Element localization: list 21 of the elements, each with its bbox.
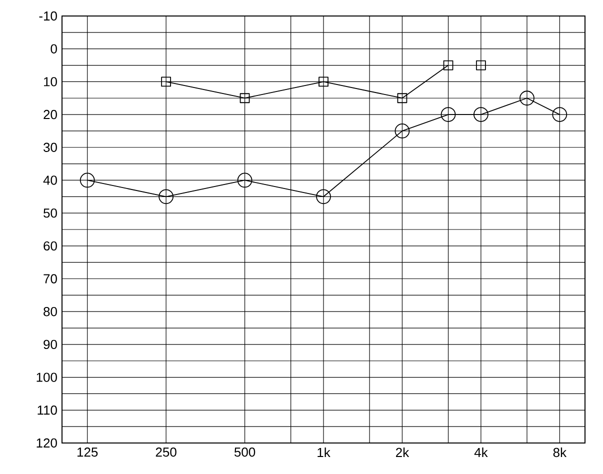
y-tick-label: 20	[44, 110, 57, 120]
x-tick-label: 500	[234, 448, 256, 457]
y-tick-label: 60	[44, 241, 57, 251]
y-tick-label: 40	[43, 176, 57, 185]
y-tick-label: 80	[44, 307, 57, 316]
y-tick-label: -10	[39, 11, 57, 21]
y-tick-label: 30	[44, 142, 57, 152]
y-tick-label: 90	[44, 340, 57, 350]
y-tick-label: 70	[44, 274, 57, 284]
x-tick-label: 2k	[396, 448, 410, 457]
x-tick-label: 8k	[553, 448, 567, 458]
x-tick-label: 1k	[318, 448, 330, 457]
y-tick-label: 0	[50, 44, 57, 54]
x-tick-label: 4k	[474, 448, 488, 457]
x-tick-label: 250	[156, 448, 176, 457]
y-tick-label: 110	[38, 406, 57, 415]
y-tick-label: 120	[36, 438, 57, 448]
x-tick-label: 125	[77, 448, 98, 457]
y-tick-label: 100	[36, 372, 57, 382]
y-tick-label: 50	[44, 208, 57, 218]
y-tick-label: 10	[44, 77, 57, 86]
